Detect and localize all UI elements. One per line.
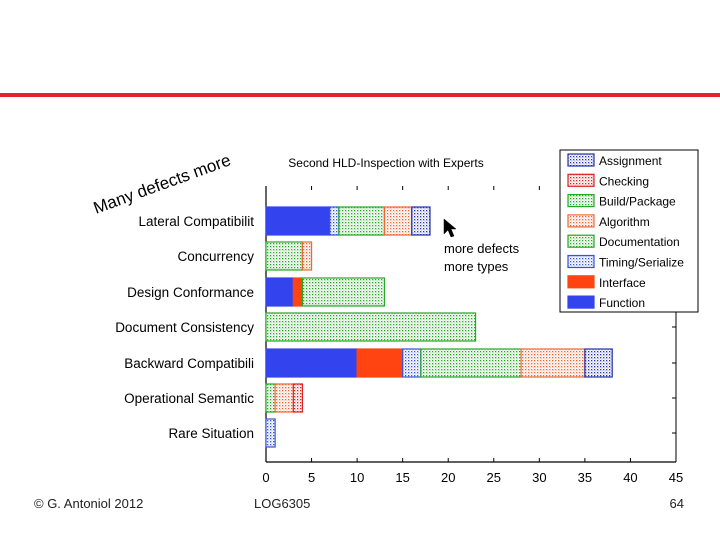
bar-segment-documentation: [420, 348, 522, 378]
category-label: Document Consistency: [115, 320, 254, 335]
bar-segment-documentation: [265, 383, 276, 413]
x-tick-label: 5: [308, 470, 315, 485]
x-tick-label: 35: [578, 470, 592, 485]
legend-label: Function: [599, 296, 645, 310]
bar-segment-function: [265, 348, 358, 378]
category-label: Operational Semantic: [124, 391, 254, 406]
annotation-more-defects: more defects: [444, 241, 520, 256]
x-tick-label: 0: [262, 470, 269, 485]
legend-swatch: [567, 295, 595, 309]
x-tick-label: 40: [623, 470, 637, 485]
legend-swatch: [567, 214, 595, 228]
x-tick-label: 45: [669, 470, 683, 485]
bar-segment-interface: [292, 277, 304, 307]
legend-label: Documentation: [599, 235, 680, 249]
bar-segment-assignment: [411, 206, 431, 236]
category-label: Rare Situation: [168, 426, 254, 441]
x-tick-label: 25: [487, 470, 501, 485]
bars-group: [265, 206, 613, 448]
x-tick-label: 20: [441, 470, 455, 485]
bar-segment-algorithm: [520, 348, 586, 378]
legend-label: Checking: [599, 174, 649, 188]
legend-swatch: [567, 275, 595, 289]
footer-course-code: LOG6305: [254, 496, 311, 511]
legend-swatch: [567, 153, 595, 167]
legend-swatch: [567, 254, 595, 269]
bar-segment-documentation: [265, 241, 304, 271]
category-label: Backward Compatibili: [124, 356, 254, 371]
footer-page-number: 64: [669, 496, 684, 511]
bar-segment-interface: [356, 348, 404, 378]
bar-segment-algorithm: [383, 206, 413, 236]
bar-segment-algorithm: [301, 241, 313, 271]
legend-swatch: [567, 234, 595, 248]
bar-segment-checking: [292, 383, 304, 413]
annotation-many-defects-more: Many defects more: [91, 150, 233, 217]
category-label: Lateral Compatibilit: [138, 214, 254, 229]
title-divider-rule: [0, 93, 720, 97]
bar-segment-documentation: [338, 206, 386, 236]
legend-swatch: [567, 173, 595, 187]
legend-label: Interface: [599, 276, 646, 290]
legend-label: Timing/Serialize: [599, 256, 684, 270]
legend: Assignment Checking Build/Package Algorithm…: [559, 149, 699, 313]
bar-segment-function: [265, 277, 294, 307]
category-labels: Lateral Compatibilit Concurrency Design Co…: [115, 214, 676, 441]
legend-swatch: [567, 194, 595, 208]
arrow-cursor-icon: [443, 218, 457, 238]
bar-segment-function: [265, 206, 331, 236]
legend-label: Algorithm: [599, 215, 650, 229]
bar-segment-documentation: [301, 277, 386, 307]
category-label: Design Conformance: [127, 285, 254, 300]
bar-segment-documentation: [265, 312, 477, 342]
bar-segment-timing-serialize: [329, 206, 340, 236]
annotation-more-types: more types: [444, 259, 509, 274]
footer-copyright: © G. Antoniol 2012: [34, 496, 144, 511]
x-tick-label: 30: [532, 470, 546, 485]
x-tick-label: 10: [350, 470, 364, 485]
bar-segment-assignment: [584, 348, 613, 378]
category-label: Concurrency: [177, 249, 254, 264]
bar-segment-timing-serialize: [265, 418, 276, 448]
x-tick-label: 15: [395, 470, 409, 485]
bar-segment-timing-serialize: [402, 348, 422, 378]
x-axis-ticks: 0 5 10 15 20 25 30 35 40 45: [262, 186, 683, 485]
chart-title: Second HLD-Inspection with Experts: [288, 156, 483, 170]
legend-label: Assignment: [599, 154, 662, 168]
legend-label: Build/Package: [599, 195, 676, 209]
bar-segment-algorithm: [274, 383, 294, 413]
